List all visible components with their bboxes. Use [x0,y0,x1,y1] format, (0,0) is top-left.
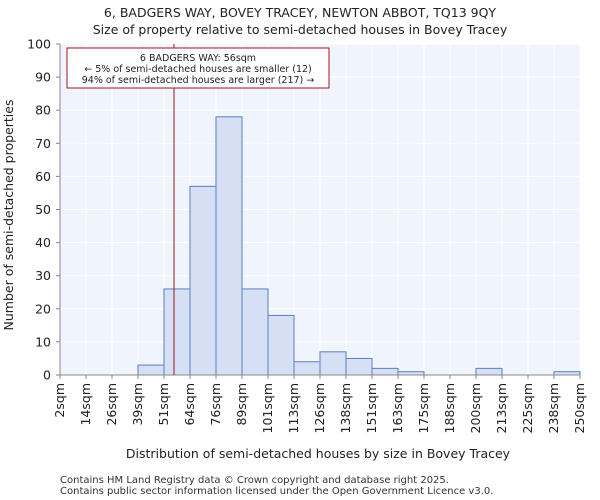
y-tick-label: 70 [35,136,51,151]
y-tick-label: 30 [35,268,51,283]
y-tick-label: 40 [35,235,51,250]
footer-line-1: Contains HM Land Registry data © Crown c… [60,475,449,486]
x-tick-label: 225sqm [520,383,535,433]
x-tick-label: 151sqm [364,383,379,433]
annotation-line-1: 6 BADGERS WAY: 56sqm [140,53,256,64]
x-tick-label: 14sqm [78,383,93,426]
y-tick-label: 10 [35,334,51,349]
annotation-line-3: 94% of semi-detached houses are larger (… [82,75,315,86]
bar-76sqm [215,116,243,376]
x-tick-label: 213sqm [494,383,509,433]
bar-126sqm [319,351,347,376]
x-tick-label: 200sqm [468,383,483,433]
bar-200sqm [475,367,503,376]
x-tick-label: 26sqm [104,383,119,426]
x-ticks: 2sqm 14sqm 26sqm 39sqm 51sqm 64sqm 76sqm 89sqm 1… [52,375,587,433]
annotation-box: 6 BADGERS WAY: 56sqm ← 5% of semi-detach… [66,47,330,89]
bars-layer [137,116,581,376]
bar-113sqm [293,361,321,376]
x-tick-label: 175sqm [416,383,431,433]
y-tick-label: 50 [35,202,51,217]
chart-subtitle: Size of property relative to semi-detach… [93,22,508,37]
y-tick-label: 90 [35,70,51,85]
x-tick-label: 188sqm [442,383,457,433]
bar-89sqm [241,288,269,376]
x-tick-label: 51sqm [156,383,171,426]
y-tick-label: 80 [35,103,51,118]
y-ticks: 0 10 20 30 40 50 60 70 80 90 100 [27,37,60,383]
bar-101sqm [267,314,295,376]
x-tick-label: 76sqm [208,383,223,426]
x-tick-label: 64sqm [182,383,197,426]
x-tick-label: 101sqm [260,383,275,433]
y-tick-label: 60 [35,169,51,184]
y-tick-label: 20 [35,301,51,316]
bar-138sqm [345,357,373,376]
footer-line-2: Contains public sector information licen… [60,486,493,497]
x-tick-label: 163sqm [390,383,405,433]
x-tick-label: 138sqm [338,383,353,433]
y-axis-label: Number of semi-detached properties [1,100,16,331]
y-tick-label: 0 [43,368,51,383]
x-tick-label: 89sqm [234,383,249,426]
x-tick-label: 238sqm [546,383,561,433]
bar-151sqm [371,367,399,376]
x-tick-label: 250sqm [572,383,587,433]
annotation-line-2: ← 5% of semi-detached houses are smaller… [84,64,312,75]
chart-title: 6, BADGERS WAY, BOVEY TRACEY, NEWTON ABB… [104,5,497,20]
bar-39sqm [137,364,165,376]
x-tick-label: 2sqm [52,383,67,418]
x-tick-label: 113sqm [286,383,301,433]
grid-layer [59,43,581,376]
x-tick-label: 39sqm [130,383,145,426]
x-axis-label: Distribution of semi-detached houses by … [126,446,511,461]
x-tick-label: 126sqm [312,383,327,433]
y-tick-label: 100 [27,37,51,52]
bar-64sqm [189,185,217,376]
bar-51sqm [163,288,191,376]
